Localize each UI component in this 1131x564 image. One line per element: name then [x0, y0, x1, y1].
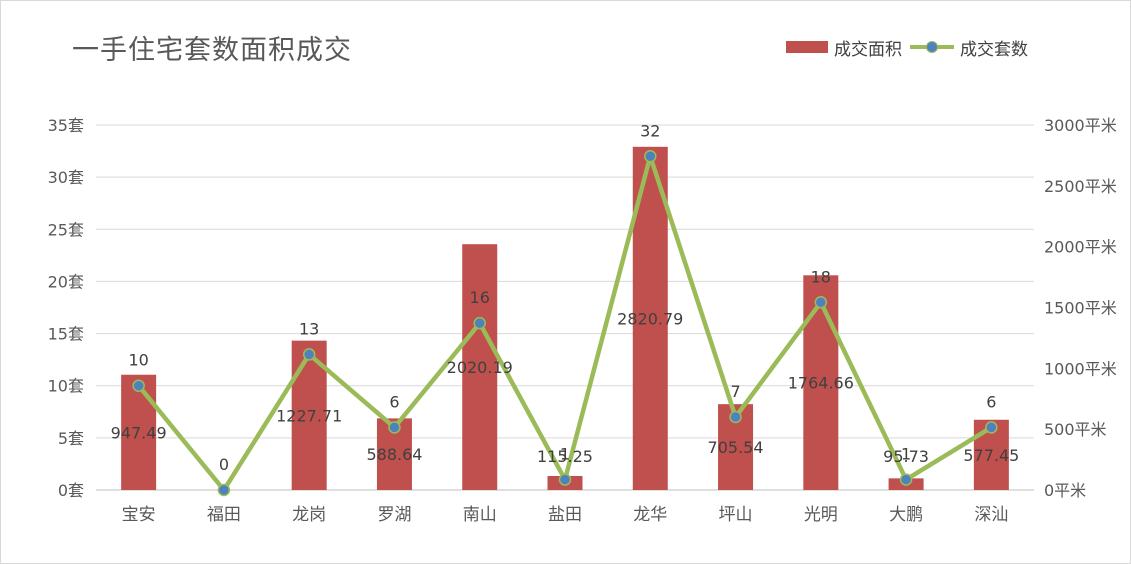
y-left-tick-label: 30套: [48, 168, 84, 187]
line-data-label: 7: [730, 382, 740, 401]
line-point: [814, 296, 828, 309]
line-point: [473, 316, 486, 330]
legend-item-area: 成交面积: [786, 35, 902, 60]
line-point: [729, 410, 742, 424]
line-point: [302, 348, 316, 361]
x-tick-label: 盐田: [548, 505, 582, 525]
y-left-tick-label: 5套: [58, 429, 84, 448]
line-point: [644, 150, 657, 163]
y-left-tick-label: 25套: [48, 220, 84, 239]
line-data-label: 6: [389, 392, 399, 411]
bar-data-label: 95.73: [883, 447, 929, 466]
x-tick-label: 宝安: [122, 505, 156, 525]
bar-data-label: 705.54: [708, 438, 764, 457]
legend-line-swatch: [910, 41, 954, 53]
x-tick-label: 光明: [804, 505, 838, 525]
line-data-label: 18: [811, 267, 831, 286]
y-right-tick-label: 2000平米: [1044, 238, 1117, 257]
legend-label-area: 成交面积: [834, 39, 902, 60]
y-right-tick-label: 3000平米: [1044, 116, 1117, 135]
x-tick-label: 罗湖: [377, 505, 411, 525]
line-data-label: 16: [470, 288, 490, 307]
line-point: [217, 483, 231, 497]
line-data-label: 1: [901, 445, 911, 464]
bar-data-label: 2820.79: [617, 309, 683, 328]
series-line: [136, 154, 993, 493]
bar: [121, 374, 157, 490]
y-left-tick-label: 0套: [58, 481, 84, 500]
x-tick-label: 深汕: [974, 505, 1008, 525]
bar-data-label: 1227.71: [276, 406, 342, 425]
x-tick-label: 南山: [463, 505, 497, 525]
x-tick-label: 龙华: [633, 505, 667, 525]
line-data-label: 32: [640, 121, 660, 140]
y-left-tick-label: 15套: [48, 325, 84, 344]
line-data-label: 6: [986, 392, 996, 411]
y-right-tick-label: 0平米: [1044, 481, 1086, 500]
y-left-tick-label: 10套: [48, 377, 84, 396]
bar-data-label: 1764.66: [788, 374, 854, 393]
bar: [803, 275, 839, 490]
line-data-label: 1: [560, 445, 570, 464]
line-point: [899, 473, 913, 486]
legend-item-units: 成交套数: [910, 35, 1028, 60]
line-data-label: 0: [219, 455, 229, 474]
legend-label-units: 成交套数: [960, 39, 1028, 60]
line-point: [985, 421, 998, 434]
line-point: [388, 421, 401, 434]
line-data-label: 13: [299, 319, 319, 338]
line-point: [558, 473, 572, 486]
x-tick-label: 龙岗: [292, 505, 326, 525]
bar-data-label: 947.49: [111, 423, 167, 442]
y-left-tick-label: 20套: [48, 272, 84, 291]
x-tick-label: 大鹏: [889, 505, 923, 525]
legend-bar-swatch: [786, 41, 828, 53]
y-right-tick-label: 2500平米: [1044, 177, 1117, 196]
bar-data-label: 577.45: [963, 446, 1019, 465]
y-right-tick-label: 500平米: [1044, 420, 1107, 439]
line-data-label: 10: [128, 351, 148, 370]
bar: [462, 244, 498, 490]
chart-legend: 成交面积 成交套数: [786, 35, 1036, 60]
x-tick-label: 坪山: [719, 505, 753, 525]
bar-data-label: 588.64: [366, 445, 422, 464]
bar-data-label: 115.25: [537, 447, 593, 466]
bar-data-label: 2020.19: [447, 358, 513, 377]
chart-title: 一手住宅套数面积成交: [72, 35, 352, 66]
y-left-tick-label: 35套: [48, 116, 84, 135]
y-right-tick-label: 1500平米: [1044, 299, 1117, 318]
y-right-tick-label: 1000平米: [1044, 359, 1117, 378]
line-point: [132, 379, 145, 392]
x-tick-label: 福田: [207, 505, 241, 525]
